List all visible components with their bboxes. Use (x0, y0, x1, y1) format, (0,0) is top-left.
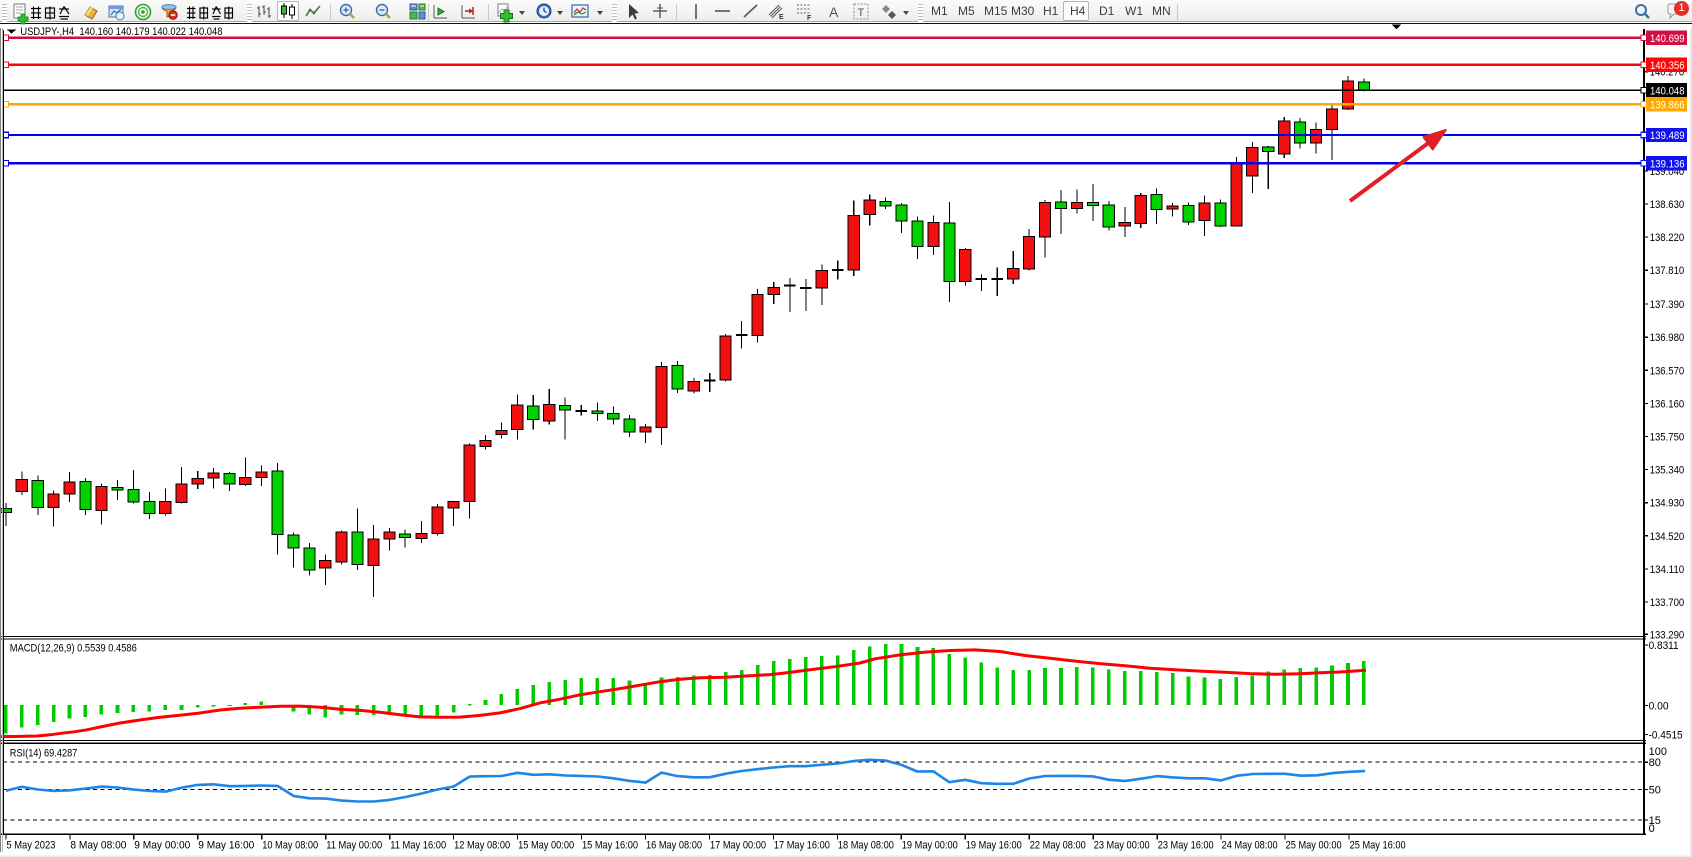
svg-text:0.8311: 0.8311 (1649, 640, 1679, 652)
svg-text:12 May 08:00: 12 May 08:00 (454, 839, 510, 851)
svg-text:11 May 00:00: 11 May 00:00 (326, 839, 382, 851)
svg-text:133.700: 133.700 (1650, 597, 1685, 609)
svg-text:138.630: 138.630 (1650, 199, 1685, 211)
svg-text:15 May 16:00: 15 May 16:00 (582, 839, 638, 851)
svg-text:19 May 16:00: 19 May 16:00 (966, 839, 1022, 851)
svg-text:24 May 08:00: 24 May 08:00 (1222, 839, 1278, 851)
svg-text:9 May 00:00: 9 May 00:00 (134, 839, 190, 851)
svg-text:5 May 2023: 5 May 2023 (6, 839, 55, 851)
svg-text:137.390: 137.390 (1650, 299, 1685, 311)
svg-text:0: 0 (1649, 823, 1655, 835)
svg-text:15: 15 (1649, 815, 1661, 827)
svg-text:8 May 08:00: 8 May 08:00 (70, 839, 126, 851)
svg-text:USDJPY-,H4 140.160 140.179 14: USDJPY-,H4 140.160 140.179 140.022 140.0… (20, 26, 222, 38)
svg-text:MACD(12,26,9) 0.5539 0.4586: MACD(12,26,9) 0.5539 0.4586 (10, 643, 137, 655)
svg-text:T: T (858, 7, 865, 19)
svg-text:80: 80 (1649, 757, 1661, 769)
svg-text:133.290: 133.290 (1650, 629, 1685, 641)
svg-text:135.750: 135.750 (1650, 432, 1685, 444)
svg-text:19 May 00:00: 19 May 00:00 (902, 839, 958, 851)
svg-text:18 May 08:00: 18 May 08:00 (838, 839, 894, 851)
svg-text:134.520: 134.520 (1650, 531, 1685, 543)
svg-text:140.048: 140.048 (1650, 86, 1685, 98)
svg-text:23 May 16:00: 23 May 16:00 (1158, 839, 1214, 851)
svg-text:17 May 16:00: 17 May 16:00 (774, 839, 830, 851)
svg-text:25 May 16:00: 25 May 16:00 (1350, 839, 1406, 851)
svg-text:138.220: 138.220 (1650, 232, 1685, 244)
svg-text:139.136: 139.136 (1650, 158, 1685, 170)
svg-text:23 May 00:00: 23 May 00:00 (1094, 839, 1150, 851)
svg-text:11 May 16:00: 11 May 16:00 (390, 839, 446, 851)
svg-text:136.160: 136.160 (1650, 398, 1685, 410)
svg-text:139.489: 139.489 (1650, 130, 1685, 142)
svg-text:139.866: 139.866 (1650, 99, 1685, 111)
svg-text:9 May 16:00: 9 May 16:00 (198, 839, 254, 851)
svg-text:F: F (807, 15, 812, 22)
svg-text:136.570: 136.570 (1650, 365, 1685, 377)
svg-text:135.340: 135.340 (1650, 465, 1685, 477)
svg-text:50: 50 (1649, 785, 1661, 797)
svg-text:10 May 08:00: 10 May 08:00 (262, 839, 318, 851)
svg-text:E: E (779, 14, 784, 21)
svg-text:25 May 00:00: 25 May 00:00 (1286, 839, 1342, 851)
svg-text:137.810: 137.810 (1650, 265, 1685, 277)
svg-text:15 May 00:00: 15 May 00:00 (518, 839, 574, 851)
svg-text:0.00: 0.00 (1649, 701, 1669, 713)
svg-text:-0.4515: -0.4515 (1649, 730, 1683, 742)
svg-text:140.356: 140.356 (1650, 60, 1685, 72)
svg-text:134.110: 134.110 (1650, 564, 1685, 576)
svg-text:134.930: 134.930 (1650, 498, 1685, 510)
svg-text:100: 100 (1649, 746, 1667, 758)
svg-text:140.699: 140.699 (1650, 33, 1685, 45)
svg-text:RSI(14) 69.4287: RSI(14) 69.4287 (10, 748, 78, 760)
svg-text:136.980: 136.980 (1650, 332, 1685, 344)
svg-text:17 May 00:00: 17 May 00:00 (710, 839, 766, 851)
svg-text:16 May 08:00: 16 May 08:00 (646, 839, 702, 851)
svg-text:22 May 08:00: 22 May 08:00 (1030, 839, 1086, 851)
